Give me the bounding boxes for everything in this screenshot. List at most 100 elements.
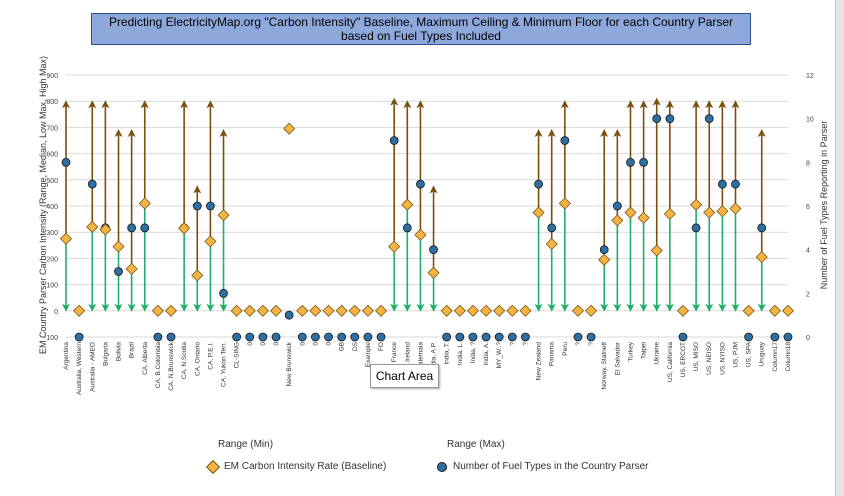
category-label: CA, Alberta (142, 342, 149, 375)
y-tick-label: 800 (46, 99, 58, 106)
category-label: 0 (247, 342, 254, 346)
category-label: 0 (299, 342, 306, 346)
baseline-point (650, 244, 663, 257)
baseline-point (676, 304, 690, 317)
category-label: MY_W..? (496, 342, 503, 369)
fuel-types-point (192, 201, 202, 211)
fuel-types-point (127, 223, 137, 233)
y-tick-label: 400 (46, 204, 58, 211)
baseline-point (414, 228, 427, 241)
fuel-types-point (429, 245, 438, 255)
fuel-types-point (363, 332, 373, 342)
category-label: Norway, Statnett (601, 342, 608, 390)
y2-tick-label: 0 (806, 335, 810, 342)
category-label: Panama (549, 342, 556, 367)
category-label: ? (588, 342, 595, 346)
category-label: US, SPA (746, 341, 753, 367)
range-min-label: Range (Min) (218, 439, 274, 450)
fuel-types-point (507, 332, 517, 342)
category-label: Taipei (641, 342, 648, 359)
baseline-point (164, 304, 178, 317)
fuel-types-point (560, 136, 570, 145)
baseline-point (663, 207, 676, 220)
baseline-point (703, 206, 716, 219)
fuel-types-point (481, 332, 491, 342)
baseline-point (716, 205, 729, 218)
baseline-point (427, 266, 440, 279)
category-label: US, NEISO (706, 342, 713, 375)
category-label: GB, N.Ireland (404, 342, 411, 382)
category-label: India, A.P. (431, 342, 438, 371)
category-label: Bolivia (116, 342, 123, 362)
baseline-point (532, 206, 545, 219)
category-label: CA, B.Colombia (155, 342, 162, 389)
y-tick-label: 0 (54, 309, 58, 316)
category-label: Column18 (785, 342, 792, 372)
window-edge (835, 0, 844, 496)
baseline-point (322, 304, 335, 317)
fuel-types-point (547, 223, 557, 233)
fuel-types-point (402, 223, 412, 233)
baseline-point (86, 220, 99, 234)
fuel-types-point (337, 332, 347, 342)
category-label: US, PJM (732, 342, 739, 368)
fuel-types-point (219, 288, 228, 298)
y2-tick-label: 4 (806, 248, 810, 255)
baseline-point (99, 223, 112, 236)
legend-fuel-types-text: Number of Fuel Types in the Country Pars… (453, 461, 649, 472)
category-label: CA, Ontario (194, 342, 201, 376)
fuel-types-point (376, 332, 386, 342)
category-label: US, MISO (693, 342, 700, 371)
category-label: Ukraine (654, 342, 661, 365)
baseline-point (335, 304, 348, 317)
category-label: India, L. (457, 342, 464, 365)
y2-tick-label: 12 (806, 73, 814, 80)
baseline-point (506, 304, 519, 317)
chart-area-tooltip: Chart Area (370, 364, 439, 388)
category-label: Guatemala (417, 342, 424, 374)
fuel-types-point (153, 332, 163, 342)
baseline-point (283, 122, 296, 135)
fuel-types-point (704, 114, 714, 124)
category-label: 0 (326, 342, 333, 346)
category-label: DS (352, 341, 359, 351)
baseline-point (138, 197, 151, 210)
baseline-point (466, 304, 480, 317)
y-tick-label: 900 (46, 73, 58, 80)
category-label: New Brunswick (286, 341, 293, 386)
y2-tick-label: 10 (806, 117, 814, 124)
category-label: 0 (260, 342, 267, 346)
category-label: Example (365, 342, 372, 368)
y-axis-right-label: Number of Fuel Types Reporting in Parser (819, 120, 829, 290)
baseline-point (742, 304, 755, 317)
baseline-point (585, 304, 598, 317)
category-label: France (391, 342, 398, 363)
baseline-point (493, 304, 506, 317)
baseline-point (112, 240, 125, 253)
fuel-types-point (232, 332, 242, 342)
y2-tick-label: 6 (806, 204, 810, 211)
fuel-types-point (311, 332, 320, 342)
category-label: 0 (312, 342, 319, 346)
y-tick-label: 700 (46, 125, 58, 132)
legend-baseline: EM Carbon Intensity Rate (Baseline) (205, 459, 386, 474)
baseline-point (401, 198, 414, 211)
baseline-point (388, 240, 401, 253)
category-label: Argentina (63, 342, 70, 370)
fuel-types-point (494, 332, 504, 342)
legend-fuel-types: Number of Fuel Types in the Country Pars… (437, 461, 648, 472)
y-tick-label: 100 (46, 283, 58, 290)
fuel-types-point (612, 201, 622, 211)
fuel-types-point (744, 332, 754, 342)
fuel-types-point (652, 114, 662, 124)
baseline-point (598, 253, 611, 266)
fuel-types-point (271, 332, 281, 342)
fuel-types-point (87, 179, 97, 189)
category-label: US, ERCOT (680, 342, 687, 377)
fuel-types-point (350, 332, 360, 342)
baseline-point (178, 222, 191, 235)
baseline-point (204, 235, 217, 248)
fuel-types-point (416, 179, 425, 189)
category-label: GB (339, 342, 346, 351)
